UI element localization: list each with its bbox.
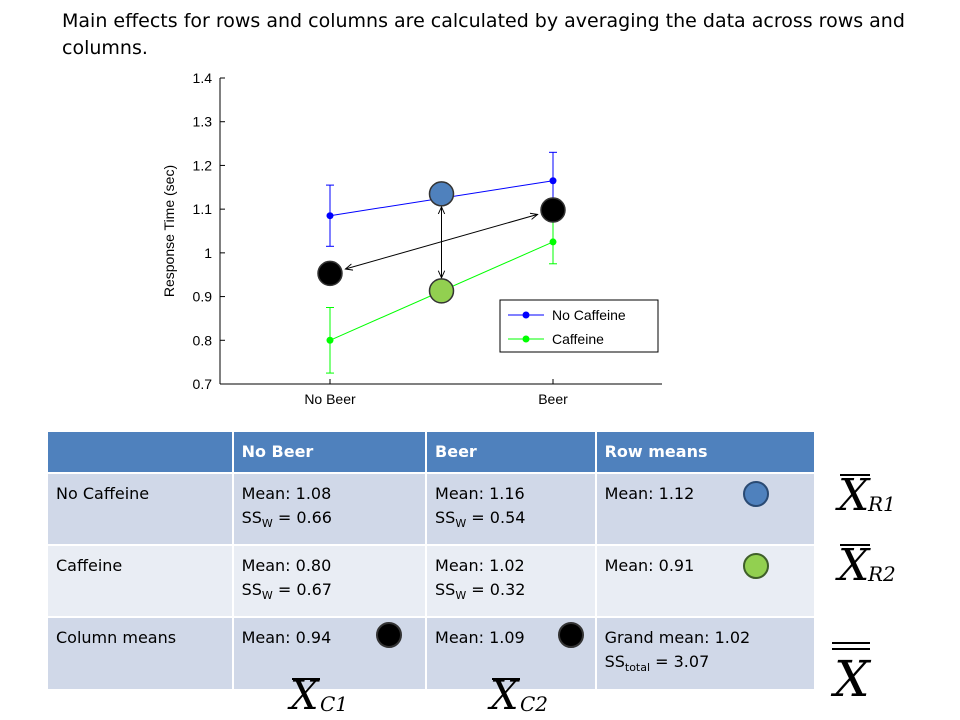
x-tick-label: No Beer: [304, 391, 356, 407]
legend-swatch-point: [522, 335, 530, 343]
table-cell: Grand mean: 1.02 SStotal = 3.07: [594, 616, 817, 691]
y-tick-label: 1.4: [193, 70, 213, 86]
table-cell: Mean: 1.02 SSW = 0.32: [425, 544, 597, 619]
means-table: No Beer Beer Row means No Caffeine Mean:…: [46, 430, 817, 691]
table-cell: Mean: 0.91: [594, 544, 817, 619]
row-label: Caffeine: [46, 544, 234, 619]
symbol-grand-mean: X: [832, 640, 882, 704]
table-header-cell: Row means: [594, 430, 817, 474]
row-mean-marker: [428, 278, 455, 304]
table-header-row: No Beer Beer Row means: [46, 430, 817, 474]
table-row: Caffeine Mean: 0.80 SSW = 0.67 Mean: 1.02…: [46, 544, 817, 619]
table-row: No Caffeine Mean: 1.08 SSW = 0.66 Mean: 1…: [46, 471, 817, 547]
legend-box: [499, 299, 659, 353]
chart-axes: 0.7 0.8 0.9 1 1.1 1.2 1.3 1.4 No Beer Beer Respons…: [161, 70, 662, 407]
chart-mean-markers: [317, 181, 566, 304]
y-tick-label: 1.2: [193, 157, 213, 173]
y-tick-label: 1: [204, 245, 212, 261]
col-mean-marker: [540, 197, 566, 223]
col-mean-marker-black: [376, 622, 402, 648]
table-header-cell: Beer: [425, 430, 597, 474]
chart-legend: No Caffeine Caffeine: [499, 299, 659, 353]
legend-swatch-point: [522, 311, 530, 319]
data-point: [549, 177, 557, 185]
col-means-arrow: [345, 214, 537, 269]
row-mean-marker-green: [743, 553, 769, 579]
y-axis-label: Response Time (sec): [161, 165, 177, 297]
table-header-cell: [46, 430, 234, 474]
symbol-x-c2: X C2: [490, 673, 549, 719]
y-tick-label: 1.3: [193, 114, 213, 130]
y-tick-label: 0.7: [193, 376, 213, 392]
response-time-chart: 0.7 0.8 0.9 1 1.1 1.2 1.3 1.4 No Beer Beer Respons…: [161, 70, 662, 407]
col-mean-marker-black: [558, 622, 584, 648]
table-cell: Mean: 0.80 SSW = 0.67: [231, 544, 428, 619]
table-header-cell: No Beer: [231, 430, 428, 474]
legend-label: No Caffeine: [552, 307, 626, 323]
row-label: No Caffeine: [46, 471, 234, 547]
data-point: [549, 238, 557, 246]
slide-caption: Main effects for rows and columns are ca…: [62, 10, 905, 59]
x-tick-label: Beer: [538, 391, 568, 407]
symbol-x-r2: X R2: [838, 540, 896, 591]
symbol-x-c1: X C1: [290, 673, 349, 719]
legend-label: Caffeine: [552, 331, 604, 347]
table-row: Column means Mean: 0.94 Mean: 1.09 Grand…: [46, 616, 817, 691]
table-cell: Mean: 1.12: [594, 471, 817, 547]
table-cell: Mean: 1.08 SSW = 0.66: [231, 471, 428, 547]
row-mean-marker: [428, 181, 455, 207]
row-label: Column means: [46, 616, 234, 691]
col-mean-marker: [317, 260, 343, 287]
row-mean-marker-blue: [743, 481, 769, 507]
data-point: [326, 212, 334, 220]
y-tick-label: 0.8: [193, 332, 213, 348]
table-cell: Mean: 1.16 SSW = 0.54: [425, 471, 597, 547]
y-tick-label: 0.9: [193, 289, 213, 305]
y-tick-label: 1.1: [193, 201, 213, 217]
symbol-x-r1: X R1: [838, 470, 896, 521]
data-point: [326, 336, 334, 344]
